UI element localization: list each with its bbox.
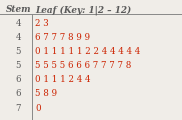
Text: 0 1 1 1 1 1 2 2 4 4 4 4 4: 0 1 1 1 1 1 2 2 4 4 4 4 4 [35,47,141,56]
Text: 6: 6 [15,89,21,98]
Text: 4: 4 [15,19,21,28]
Text: 5: 5 [15,47,21,56]
Text: 0: 0 [35,104,41,113]
Text: 5 5 5 5 6 6 6 7 7 7 7 8: 5 5 5 5 6 6 6 7 7 7 7 8 [35,61,132,70]
Text: 5: 5 [15,61,21,70]
Text: Leaf (Key: 1|2 – 12): Leaf (Key: 1|2 – 12) [35,5,132,15]
Text: 6: 6 [15,75,21,84]
Text: 0 1 1 1 2 4 4: 0 1 1 1 2 4 4 [35,75,91,84]
Text: 6 7 7 7 8 9 9: 6 7 7 7 8 9 9 [35,33,91,42]
Text: 5 8 9: 5 8 9 [35,89,58,98]
Text: 7: 7 [15,104,21,113]
Text: 4: 4 [15,33,21,42]
Text: Stem: Stem [5,5,31,14]
Text: 2 3: 2 3 [35,19,49,28]
